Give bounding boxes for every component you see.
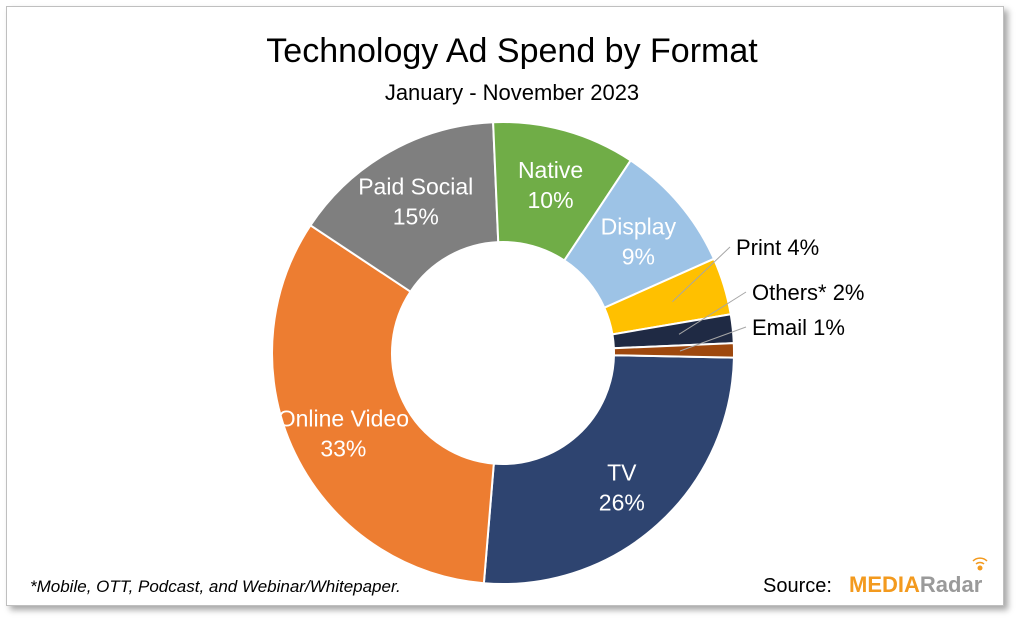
radar-icon [972,557,988,571]
slice-label-online-video: Online Video 33% [278,405,409,461]
slice-online-video [271,223,495,585]
leader-line-others [678,291,747,335]
slices-group [271,121,735,585]
slice-label-print: Print 4% [736,235,819,260]
slice-label-others: Others* 2% [752,280,865,305]
logo-text: MEDIARadar [849,572,983,597]
leader-line-print [672,246,731,303]
leader-line-email [679,326,747,352]
slice-email [612,342,735,359]
slice-tv [482,354,735,585]
slice-label-email: Email 1% [752,315,845,340]
leader-lines-group [672,246,747,352]
slice-label-tv: TV 26% [599,460,645,516]
slice-label-display: Display 9% [601,213,677,269]
chart-title: Technology Ad Spend by Format [266,32,758,70]
slice-labels-group: TV 26% Online Video 33% Paid Social 15% Native… [278,157,865,516]
slice-label-paid-social: Paid Social 15% [358,174,473,230]
source-label: Source: [763,575,832,597]
slice-label-native: Native 10% [518,157,583,213]
slice-paid-social [309,121,500,294]
chart-subtitle: January - November 2023 [385,80,639,105]
footnote: *Mobile, OTT, Podcast, and Webinar/White… [30,577,401,596]
mediaradar-logo: MEDIARadar [849,557,988,597]
